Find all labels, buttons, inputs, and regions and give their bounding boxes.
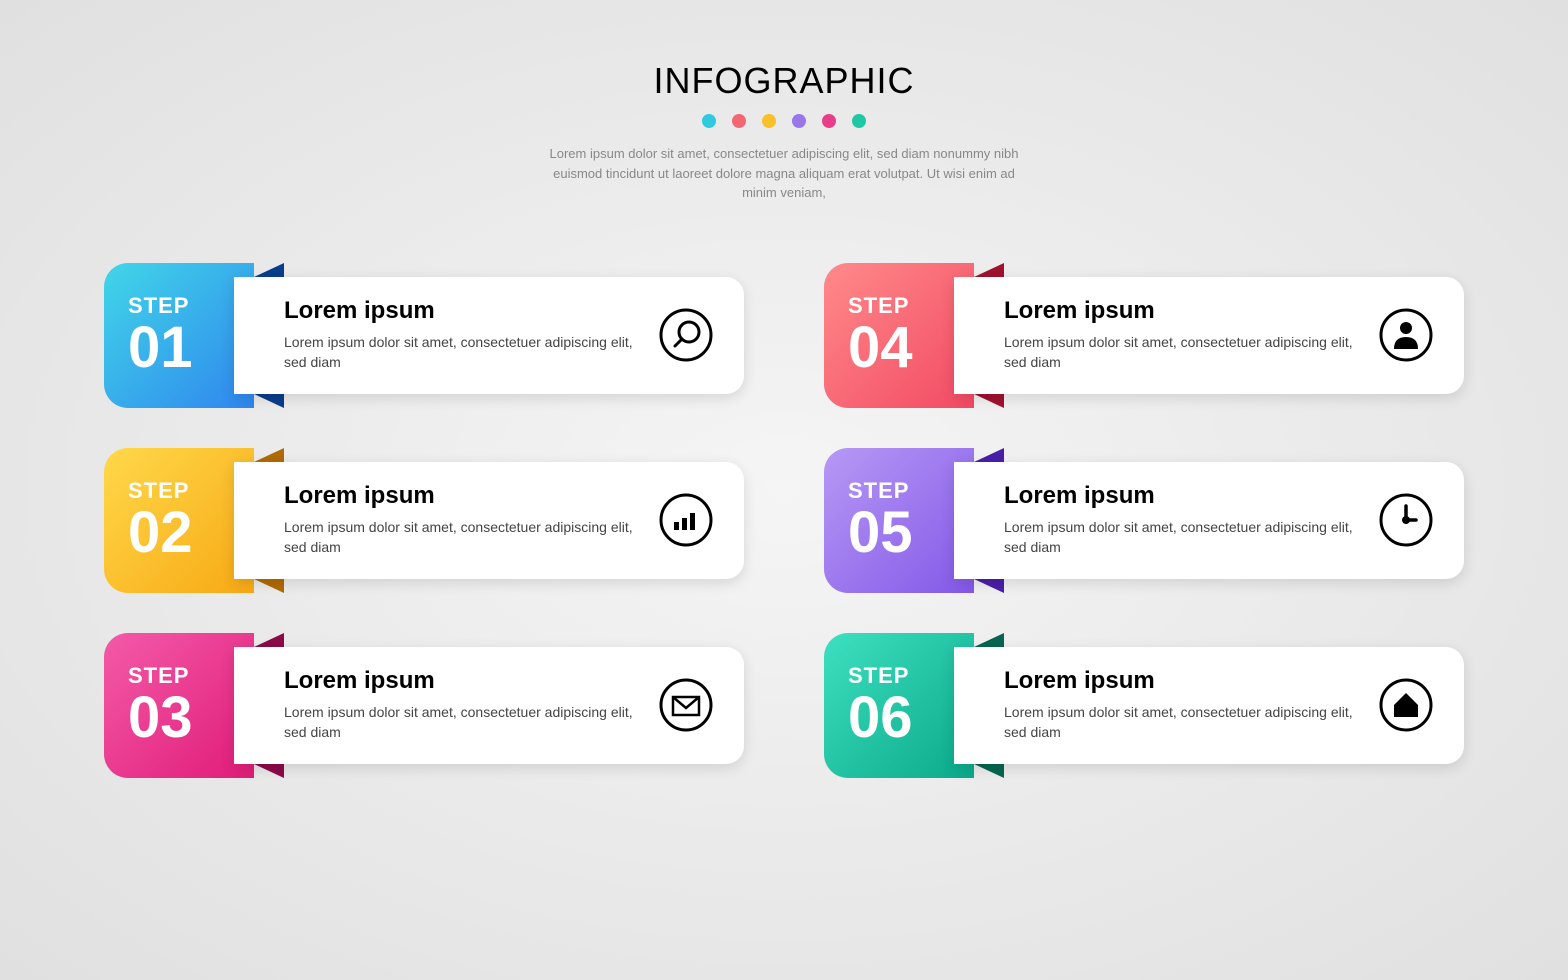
card-text: Lorem ipsum Lorem ipsum dolor sit amet, c…	[1004, 482, 1378, 557]
step-card: Lorem ipsum Lorem ipsum dolor sit amet, c…	[954, 647, 1464, 764]
step-badge: STEP06	[824, 633, 974, 778]
step-card: Lorem ipsum Lorem ipsum dolor sit amet, c…	[954, 462, 1464, 579]
step-card: Lorem ipsum Lorem ipsum dolor sit amet, c…	[234, 462, 744, 579]
card-title: Lorem ipsum	[284, 482, 658, 510]
card-description: Lorem ipsum dolor sit amet, consectetuer…	[1004, 703, 1378, 742]
step-badge: STEP03	[104, 633, 254, 778]
card-title: Lorem ipsum	[284, 297, 658, 325]
step-badge: STEP01	[104, 263, 254, 408]
card-text: Lorem ipsum Lorem ipsum dolor sit amet, c…	[1004, 667, 1378, 742]
header: INFOGRAPHIC Lorem ipsum dolor sit amet, …	[534, 60, 1034, 203]
chart-icon	[658, 492, 714, 548]
step-card: Lorem ipsum Lorem ipsum dolor sit amet, c…	[234, 277, 744, 394]
step-badge: STEP04	[824, 263, 974, 408]
card-title: Lorem ipsum	[284, 667, 658, 695]
color-dot	[732, 114, 746, 128]
search-icon	[658, 307, 714, 363]
fold-top	[974, 263, 1004, 277]
fold-top	[254, 633, 284, 647]
color-dot	[702, 114, 716, 128]
card-title: Lorem ipsum	[1004, 482, 1378, 510]
card-text: Lorem ipsum Lorem ipsum dolor sit amet, c…	[1004, 297, 1378, 372]
steps-grid: STEP01 Lorem ipsum Lorem ipsum dolor sit a…	[104, 263, 1464, 778]
color-dot	[822, 114, 836, 128]
card-text: Lorem ipsum Lorem ipsum dolor sit amet, c…	[284, 297, 658, 372]
color-dot	[792, 114, 806, 128]
color-dots-row	[534, 114, 1034, 128]
user-icon	[1378, 307, 1434, 363]
card-description: Lorem ipsum dolor sit amet, consectetuer…	[284, 518, 658, 557]
step-card: Lorem ipsum Lorem ipsum dolor sit amet, c…	[234, 647, 744, 764]
step-03: STEP03 Lorem ipsum Lorem ipsum dolor sit a…	[104, 633, 744, 778]
card-description: Lorem ipsum dolor sit amet, consectetuer…	[284, 333, 658, 372]
card-description: Lorem ipsum dolor sit amet, consectetuer…	[1004, 518, 1378, 557]
fold-bottom	[254, 579, 284, 593]
step-05: STEP05 Lorem ipsum Lorem ipsum dolor sit a…	[824, 448, 1464, 593]
color-dot	[762, 114, 776, 128]
step-04: STEP04 Lorem ipsum Lorem ipsum dolor sit a…	[824, 263, 1464, 408]
step-02: STEP02 Lorem ipsum Lorem ipsum dolor sit a…	[104, 448, 744, 593]
color-dot	[852, 114, 866, 128]
infographic-container: INFOGRAPHIC Lorem ipsum dolor sit amet, …	[0, 0, 1568, 980]
subtitle-text: Lorem ipsum dolor sit amet, consectetuer…	[534, 144, 1034, 203]
fold-bottom	[974, 394, 1004, 408]
main-title: INFOGRAPHIC	[534, 60, 1034, 102]
fold-top	[974, 448, 1004, 462]
fold-bottom	[254, 394, 284, 408]
step-01: STEP01 Lorem ipsum Lorem ipsum dolor sit a…	[104, 263, 744, 408]
card-text: Lorem ipsum Lorem ipsum dolor sit amet, c…	[284, 482, 658, 557]
home-icon	[1378, 677, 1434, 733]
step-badge: STEP02	[104, 448, 254, 593]
step-card: Lorem ipsum Lorem ipsum dolor sit amet, c…	[954, 277, 1464, 394]
fold-bottom	[254, 764, 284, 778]
card-title: Lorem ipsum	[1004, 297, 1378, 325]
fold-bottom	[974, 579, 1004, 593]
step-badge: STEP05	[824, 448, 974, 593]
fold-top	[254, 448, 284, 462]
mail-icon	[658, 677, 714, 733]
fold-bottom	[974, 764, 1004, 778]
card-text: Lorem ipsum Lorem ipsum dolor sit amet, c…	[284, 667, 658, 742]
card-description: Lorem ipsum dolor sit amet, consectetuer…	[284, 703, 658, 742]
step-06: STEP06 Lorem ipsum Lorem ipsum dolor sit a…	[824, 633, 1464, 778]
clock-icon	[1378, 492, 1434, 548]
card-title: Lorem ipsum	[1004, 667, 1378, 695]
fold-top	[254, 263, 284, 277]
card-description: Lorem ipsum dolor sit amet, consectetuer…	[1004, 333, 1378, 372]
fold-top	[974, 633, 1004, 647]
